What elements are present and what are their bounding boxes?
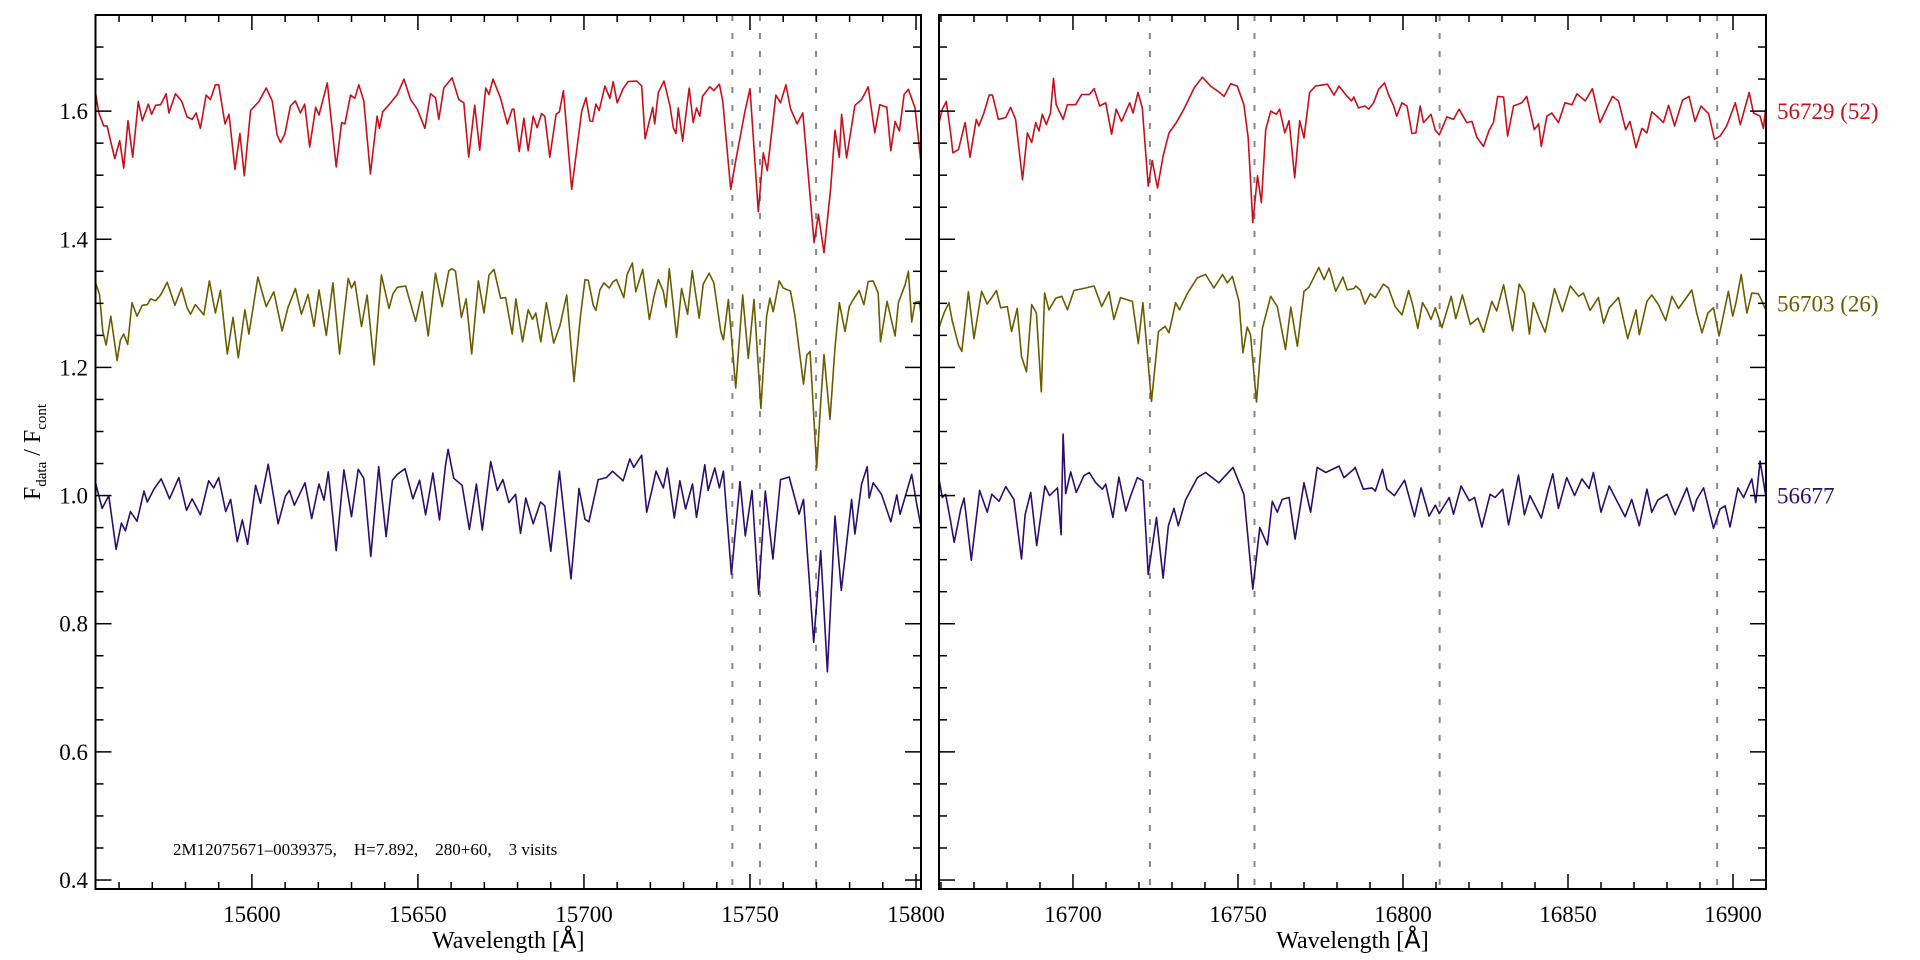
y-tick-label: 1.4 xyxy=(59,227,88,252)
star-info-annotation: 2M12075671–0039375, H=7.892, 280+60, 3 v… xyxy=(173,840,557,859)
x-axis-title: Wavelength [Å] xyxy=(1276,925,1428,954)
panel-frame xyxy=(938,14,1767,890)
spectrum-line-56703-right xyxy=(939,266,1766,403)
spectrum-line-56677-right xyxy=(939,433,1766,590)
y-tick-label: 0.8 xyxy=(59,612,88,637)
panel-frame xyxy=(94,14,922,890)
x-tick-label: 16800 xyxy=(1374,902,1432,927)
y-tick-label: 0.4 xyxy=(59,868,88,893)
x-axis-title: Wavelength [Å] xyxy=(432,925,584,954)
x-tick-label: 15750 xyxy=(721,902,779,927)
series-label: 56729 (52) xyxy=(1777,99,1879,124)
angstrom-symbol: Å xyxy=(560,925,577,954)
x-tick-label: 15650 xyxy=(389,902,447,927)
spectrum-line-56729-right xyxy=(939,76,1766,224)
y-tick-label: 1.0 xyxy=(59,484,88,509)
y-tick-label: 0.6 xyxy=(59,740,88,765)
y-tick-label: 1.2 xyxy=(59,355,88,380)
panel-right: 16700 16750 16800 16850 16900 Wavelength [Å] xyxy=(938,14,1767,954)
x-axis-title-text: Wavelength [ xyxy=(1276,928,1404,954)
series-label: 56677 xyxy=(1777,484,1835,509)
x-tick-label: 16750 xyxy=(1209,902,1267,927)
x-axis-title-text: Wavelength [ xyxy=(432,928,560,954)
y-axis-tick-labels: 0.4 0.6 0.8 1.0 1.2 1.4 1.6 xyxy=(59,99,88,893)
spectrum-line-56677-left xyxy=(95,448,921,673)
x-tick-label: 16700 xyxy=(1044,902,1102,927)
angstrom-symbol: Å xyxy=(1404,925,1421,954)
x-tick-label: 15700 xyxy=(555,902,613,927)
spectrum-line-56729-left xyxy=(95,77,921,254)
x-tick-label: 15800 xyxy=(887,902,945,927)
y-axis-title: Fdata / Fcont xyxy=(20,403,50,500)
x-tick-label: 15600 xyxy=(223,902,281,927)
series-label: 56703 (26) xyxy=(1777,291,1879,316)
panel-left: 15600 15650 15700 15750 15800 Wavelength [Å] xyxy=(94,14,945,954)
spectrum-line-56703-left xyxy=(95,262,921,469)
x-tick-label: 16900 xyxy=(1704,902,1762,927)
series-labels: 56729 (52) 56703 (26) 56677 xyxy=(1777,99,1879,508)
y-tick-label: 1.6 xyxy=(59,99,88,124)
x-tick-label: 16850 xyxy=(1539,902,1597,927)
